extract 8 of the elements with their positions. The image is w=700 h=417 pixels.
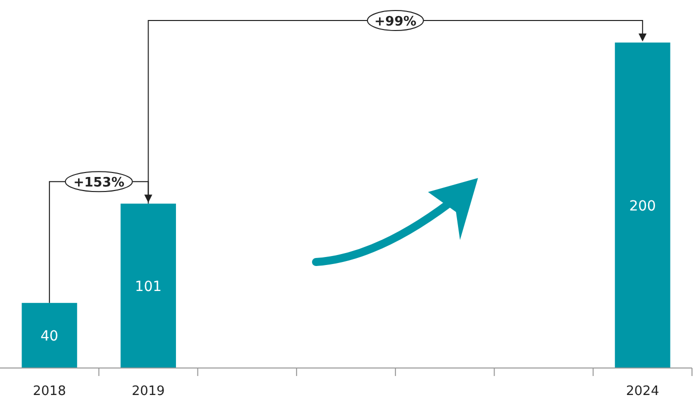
data-label: 101 bbox=[134, 278, 162, 295]
x-tick-label: 2018 bbox=[32, 384, 66, 399]
annotation: +153% bbox=[73, 176, 124, 191]
x-tick-label: 2024 bbox=[626, 384, 660, 399]
x-tick-label: 2019 bbox=[132, 384, 165, 399]
data-label: 200 bbox=[629, 198, 656, 214]
data-label: 40 bbox=[40, 328, 58, 344]
text: +99% bbox=[374, 14, 416, 30]
